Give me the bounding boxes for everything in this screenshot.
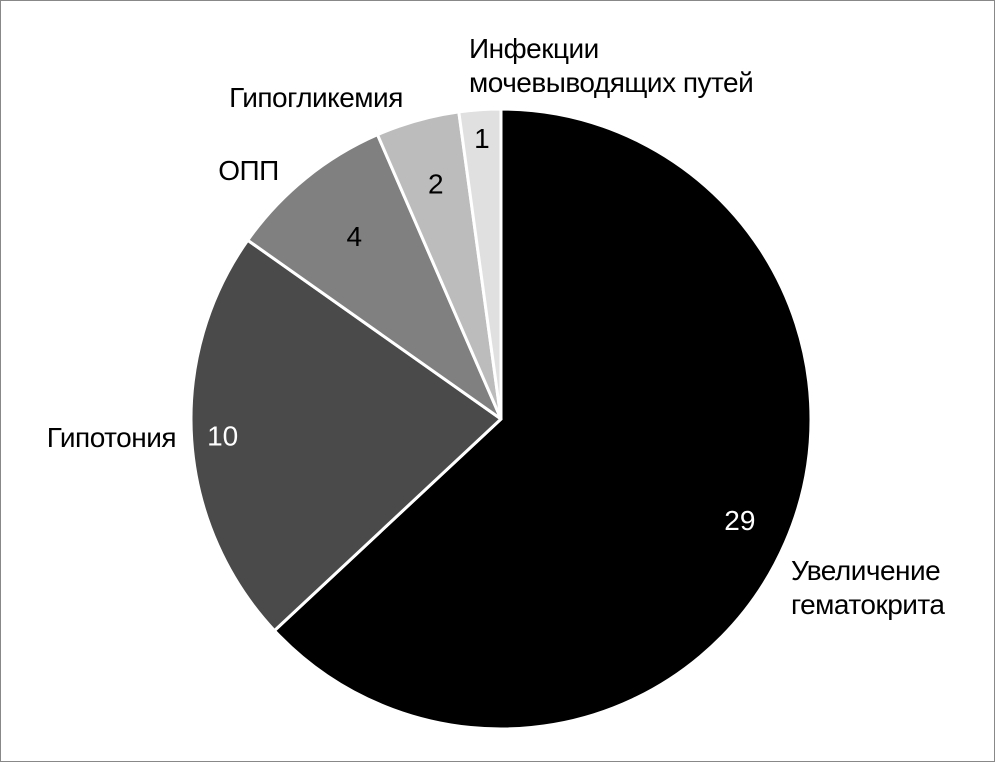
value-label: 1 bbox=[474, 123, 490, 154]
category-label: Гипогликемия bbox=[229, 82, 403, 113]
value-label: 29 bbox=[724, 505, 755, 536]
pie-slice bbox=[457, 107, 503, 421]
category-label: Увеличение гематокрита bbox=[791, 555, 945, 620]
category-label: ОПП bbox=[218, 155, 279, 186]
value-label: 4 bbox=[346, 221, 362, 252]
category-label: Гипотония bbox=[46, 422, 177, 453]
value-label: 2 bbox=[428, 169, 444, 200]
pie-slice bbox=[272, 107, 813, 731]
pie-slice bbox=[246, 133, 503, 421]
category-label: Инфекции мочевыводящих путей bbox=[469, 33, 754, 98]
value-label: 10 bbox=[207, 420, 238, 451]
pie-slice bbox=[189, 238, 503, 633]
